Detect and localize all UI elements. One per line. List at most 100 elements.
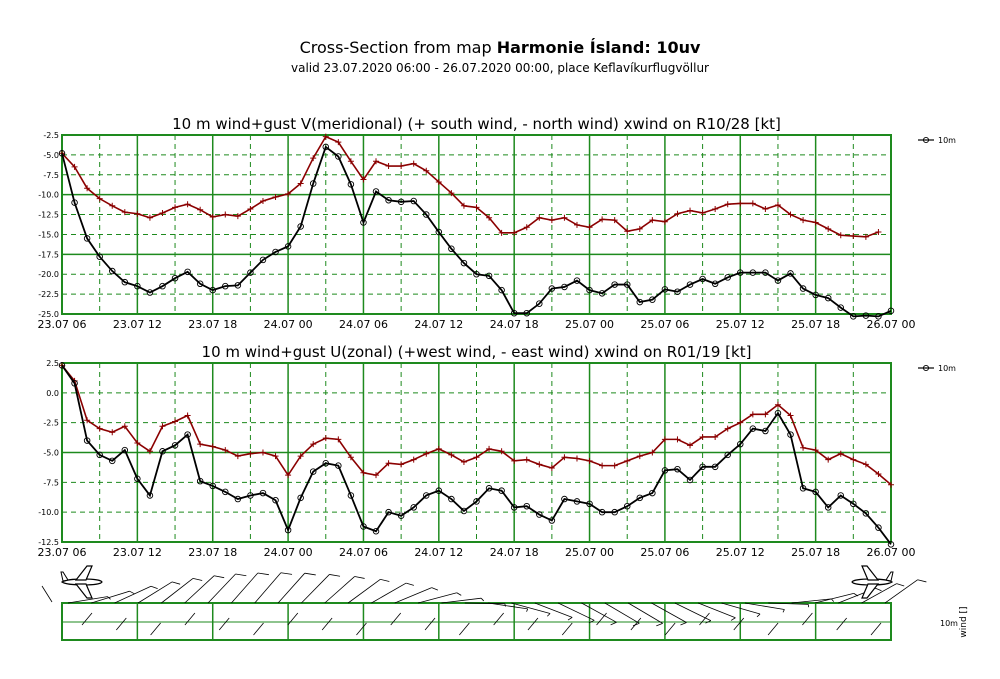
meridional-wind-point [649, 296, 656, 303]
zonal-wind-point [83, 437, 91, 444]
meridional-wind-point [737, 269, 744, 276]
wind-barb-flag [329, 574, 341, 577]
meridional-gust-marker [762, 205, 769, 212]
zonal-gust-marker [888, 481, 894, 488]
meridional-ytick-label: -5.0 [43, 151, 59, 160]
wind-barb-flag [235, 573, 247, 577]
meridional-wind-point [485, 272, 493, 280]
meridional-gust-marker [611, 217, 618, 224]
meridional-wind-point [875, 313, 882, 320]
meridional-ytick-label: -2.5 [43, 131, 59, 140]
meridional-xtick-label: 24.07 18 [490, 318, 539, 331]
zonal-gust-marker [360, 469, 367, 476]
zonal-xtick-label: 23.07 06 [38, 546, 87, 559]
wind-barb-shaft-lower [218, 617, 230, 631]
zonal-xtick-label: 26.07 00 [867, 546, 916, 559]
zonal-gust-marker [687, 442, 694, 449]
zonal-gust-marker [234, 453, 241, 460]
zonal-gust-marker [724, 425, 731, 432]
meridional-ytick-label: -12.5 [38, 211, 59, 220]
zonal-gust-marker [800, 444, 807, 451]
wind-barb-shaft-lower [836, 617, 848, 631]
wind-barb-shaft-lower [664, 622, 676, 636]
wind-barb-flag [192, 578, 203, 581]
meridional-gust-marker [460, 202, 467, 209]
zonal-xtick-label: 25.07 06 [640, 546, 689, 559]
wind-barb-shaft-lower [527, 617, 539, 631]
meridional-gust-marker [398, 163, 405, 170]
airplane-right-icon [851, 565, 894, 599]
meridional-gust-marker [724, 201, 731, 208]
meridional-wind-point [108, 267, 116, 275]
meridional-wind-point [636, 298, 644, 306]
meridional-gust-marker [247, 205, 254, 212]
meridional-wind-point [58, 150, 66, 157]
wind-barb-shaft [698, 602, 736, 619]
zonal-wind-point [146, 492, 154, 499]
wind-barb-flag [705, 620, 712, 624]
wind-barb-flag [150, 585, 158, 590]
zonal-gust-marker [599, 462, 606, 469]
zonal-gust-marker [146, 448, 153, 455]
meridional-xtick-label: 23.07 06 [38, 318, 87, 331]
meridional-wind-point [661, 286, 669, 293]
zonal-wind-point [423, 492, 430, 499]
meridional-ytick-label: -20.0 [38, 270, 59, 279]
meridional-gust-marker [787, 211, 794, 218]
zonal-wind-point [448, 495, 455, 503]
zonal-wind-point [824, 504, 832, 511]
zonal-gust-marker [825, 456, 832, 463]
wind-barb-shaft-lower [321, 617, 333, 631]
meridional-wind-point [724, 274, 731, 281]
wind-barb-flag [304, 572, 316, 576]
wind-barb-flag [526, 608, 529, 612]
wind-barb-flag [504, 603, 506, 607]
zonal-gust-marker [548, 465, 555, 472]
zonal-gust-marker [460, 459, 467, 466]
wind-barb-flag [680, 622, 687, 626]
wind-barb-shaft-lower [767, 622, 779, 636]
zonal-gust-marker [410, 456, 417, 463]
zonal-gust-marker [423, 450, 430, 457]
zonal-gust-marker [448, 451, 455, 458]
zonal-wind-point [485, 485, 493, 492]
meridional-gust-marker [774, 202, 781, 209]
zonal-wind-point [875, 524, 882, 531]
meridional-wind-point [272, 248, 279, 256]
meridional-gust-marker [473, 204, 480, 211]
wind-barb-shaft [581, 602, 617, 623]
wind-barb-shaft [137, 581, 173, 604]
meridional-gust-marker [649, 217, 656, 224]
meridional-wind-point [423, 211, 430, 218]
wind-barb-flag [730, 617, 736, 621]
meridional-wind-point [146, 289, 154, 296]
meridional-gust-marker [699, 209, 706, 216]
zonal-gust-marker [272, 453, 279, 460]
meridional-wind-point [385, 196, 392, 204]
meridional-wind-point [397, 198, 405, 206]
meridional-gust-marker [800, 217, 807, 224]
meridional-wind-point [523, 309, 530, 317]
zonal-gust-marker [774, 401, 781, 408]
meridional-gust-marker [674, 210, 681, 217]
zonal-gust-marker [636, 453, 643, 460]
meridional-gust-marker [109, 202, 116, 209]
zonal-wind-point [184, 431, 191, 438]
meridional-gust-marker [573, 221, 580, 228]
meridional-wind-point [674, 288, 681, 295]
chart-panel-meridional: 10 m wind+gust V(meridional) (+ south wi… [38, 115, 957, 331]
wind-barb-shaft-lower [870, 622, 882, 636]
zonal-gust-marker [699, 433, 706, 440]
wind-barb-shaft [721, 602, 761, 615]
meridional-gust-marker [259, 198, 266, 205]
wind-barb-shaft [371, 582, 407, 604]
meridional-wind-point [774, 277, 782, 284]
zonal-ytick-label: -2.5 [43, 419, 59, 428]
zonal-wind-point [397, 512, 405, 519]
meridional-gust-marker [837, 232, 844, 239]
zonal-gust-marker [96, 425, 103, 432]
meridional-wind-point [762, 269, 769, 276]
zonal-gust-marker [197, 441, 204, 448]
zonal-gust-marker [498, 448, 505, 455]
